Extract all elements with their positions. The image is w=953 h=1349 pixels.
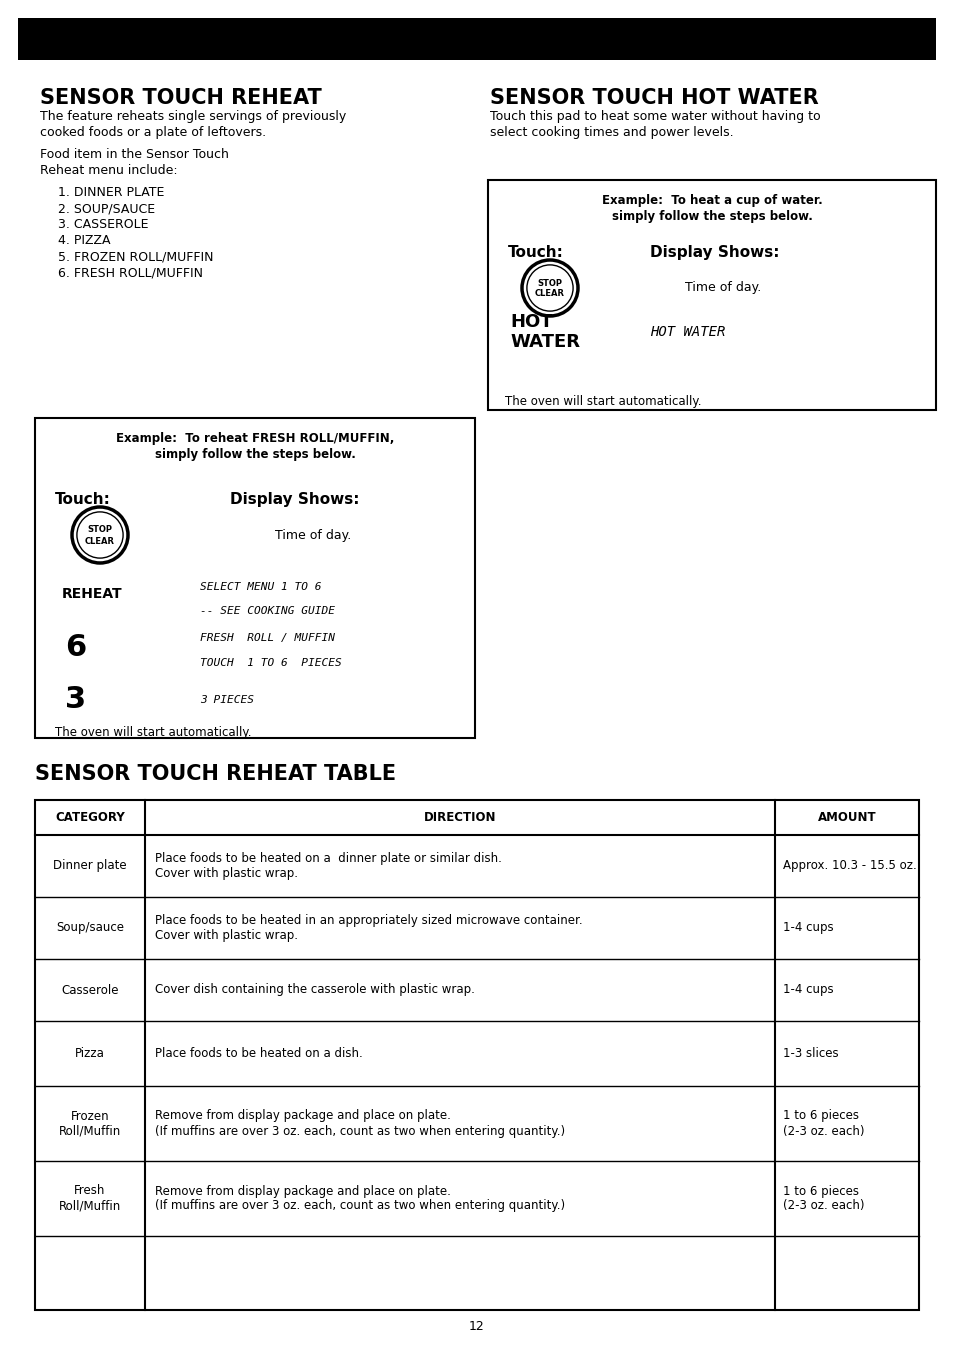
Text: SENSOR TOUCH REHEAT TABLE: SENSOR TOUCH REHEAT TABLE xyxy=(35,764,395,784)
Text: Soup/sauce: Soup/sauce xyxy=(56,921,124,935)
Text: cooked foods or a plate of leftovers.: cooked foods or a plate of leftovers. xyxy=(40,125,266,139)
Bar xyxy=(488,179,935,410)
Ellipse shape xyxy=(71,507,128,563)
Text: Place foods to be heated in an appropriately sized microwave container.
Cover wi: Place foods to be heated in an appropria… xyxy=(154,915,582,942)
Text: select cooking times and power levels.: select cooking times and power levels. xyxy=(490,125,733,139)
Ellipse shape xyxy=(526,264,573,312)
Text: 4. PIZZA: 4. PIZZA xyxy=(58,233,111,247)
Text: 6: 6 xyxy=(65,634,86,662)
Text: Remove from display package and place on plate.
(If muffins are over 3 oz. each,: Remove from display package and place on… xyxy=(154,1109,564,1137)
Text: REHEAT: REHEAT xyxy=(62,587,123,602)
Text: 1 to 6 pieces
(2-3 oz. each): 1 to 6 pieces (2-3 oz. each) xyxy=(782,1109,863,1137)
Bar xyxy=(35,800,918,1310)
Text: The feature reheats single servings of previously: The feature reheats single servings of p… xyxy=(40,111,346,123)
Text: CLEAR: CLEAR xyxy=(535,290,564,298)
Text: SENSOR TOUCH REHEAT: SENSOR TOUCH REHEAT xyxy=(40,88,321,108)
Text: Remove from display package and place on plate.
(If muffins are over 3 oz. each,: Remove from display package and place on… xyxy=(154,1184,564,1213)
Text: 1-3 slices: 1-3 slices xyxy=(782,1047,838,1060)
Text: STOP: STOP xyxy=(537,278,562,287)
Bar xyxy=(35,418,475,738)
Text: HOT
WATER: HOT WATER xyxy=(510,313,579,351)
Text: Frozen
Roll/Muffin: Frozen Roll/Muffin xyxy=(59,1109,121,1137)
Text: FRESH  ROLL / MUFFIN: FRESH ROLL / MUFFIN xyxy=(200,633,335,643)
Text: Food item in the Sensor Touch: Food item in the Sensor Touch xyxy=(40,148,229,161)
Text: 12: 12 xyxy=(469,1321,484,1334)
Text: SENSOR TOUCH HOT WATER: SENSOR TOUCH HOT WATER xyxy=(490,88,818,108)
Text: Reheat menu include:: Reheat menu include: xyxy=(40,165,177,177)
Text: 1-4 cups: 1-4 cups xyxy=(782,921,833,935)
Text: TOUCH  1 TO 6  PIECES: TOUCH 1 TO 6 PIECES xyxy=(200,658,341,668)
Text: Approx. 10.3 - 15.5 oz.: Approx. 10.3 - 15.5 oz. xyxy=(782,859,916,873)
Text: DIRECTION: DIRECTION xyxy=(423,811,496,824)
Text: 6. FRESH ROLL/MUFFIN: 6. FRESH ROLL/MUFFIN xyxy=(58,266,203,279)
Text: -- SEE COOKING GUIDE: -- SEE COOKING GUIDE xyxy=(200,606,335,616)
Text: CLEAR: CLEAR xyxy=(85,537,115,545)
Text: HOT WATER: HOT WATER xyxy=(649,325,724,339)
Text: The oven will start automatically.: The oven will start automatically. xyxy=(55,726,252,739)
Text: 2. SOUP/SAUCE: 2. SOUP/SAUCE xyxy=(58,202,155,214)
Text: 3 PIECES: 3 PIECES xyxy=(200,695,253,706)
Text: 1. DINNER PLATE: 1. DINNER PLATE xyxy=(58,186,164,200)
Text: simply follow the steps below.: simply follow the steps below. xyxy=(154,448,355,461)
Text: The oven will start automatically.: The oven will start automatically. xyxy=(504,395,700,407)
Text: 1 to 6 pieces
(2-3 oz. each): 1 to 6 pieces (2-3 oz. each) xyxy=(782,1184,863,1213)
Text: CATEGORY: CATEGORY xyxy=(55,811,125,824)
Text: Display Shows:: Display Shows: xyxy=(230,492,359,507)
Text: simply follow the steps below.: simply follow the steps below. xyxy=(611,210,812,223)
Text: AMOUNT: AMOUNT xyxy=(817,811,876,824)
Text: 5. FROZEN ROLL/MUFFIN: 5. FROZEN ROLL/MUFFIN xyxy=(58,250,213,263)
Text: Pizza: Pizza xyxy=(75,1047,105,1060)
Text: Example:  To heat a cup of water.: Example: To heat a cup of water. xyxy=(601,194,821,206)
Text: Example:  To reheat FRESH ROLL/MUFFIN,: Example: To reheat FRESH ROLL/MUFFIN, xyxy=(115,432,394,445)
Ellipse shape xyxy=(77,511,123,558)
Text: Touch:: Touch: xyxy=(507,246,563,260)
Text: Cover dish containing the casserole with plastic wrap.: Cover dish containing the casserole with… xyxy=(154,983,475,997)
Text: 3. CASSEROLE: 3. CASSEROLE xyxy=(58,219,149,231)
Bar xyxy=(18,18,935,59)
Text: Place foods to be heated on a  dinner plate or similar dish.
Cover with plastic : Place foods to be heated on a dinner pla… xyxy=(154,853,501,880)
Text: Place foods to be heated on a dish.: Place foods to be heated on a dish. xyxy=(154,1047,362,1060)
Ellipse shape xyxy=(521,260,578,316)
Text: 1-4 cups: 1-4 cups xyxy=(782,983,833,997)
Text: Dinner plate: Dinner plate xyxy=(53,859,127,873)
Text: Time of day.: Time of day. xyxy=(274,529,351,541)
Text: SELECT MENU 1 TO 6: SELECT MENU 1 TO 6 xyxy=(200,581,321,592)
Text: Fresh
Roll/Muffin: Fresh Roll/Muffin xyxy=(59,1184,121,1213)
Text: Touch this pad to heat some water without having to: Touch this pad to heat some water withou… xyxy=(490,111,820,123)
Text: Touch:: Touch: xyxy=(55,492,111,507)
Text: Casserole: Casserole xyxy=(61,983,118,997)
Text: Display Shows:: Display Shows: xyxy=(649,246,779,260)
Text: 3: 3 xyxy=(65,685,86,715)
Text: STOP: STOP xyxy=(88,526,112,534)
Text: Time of day.: Time of day. xyxy=(684,282,760,294)
